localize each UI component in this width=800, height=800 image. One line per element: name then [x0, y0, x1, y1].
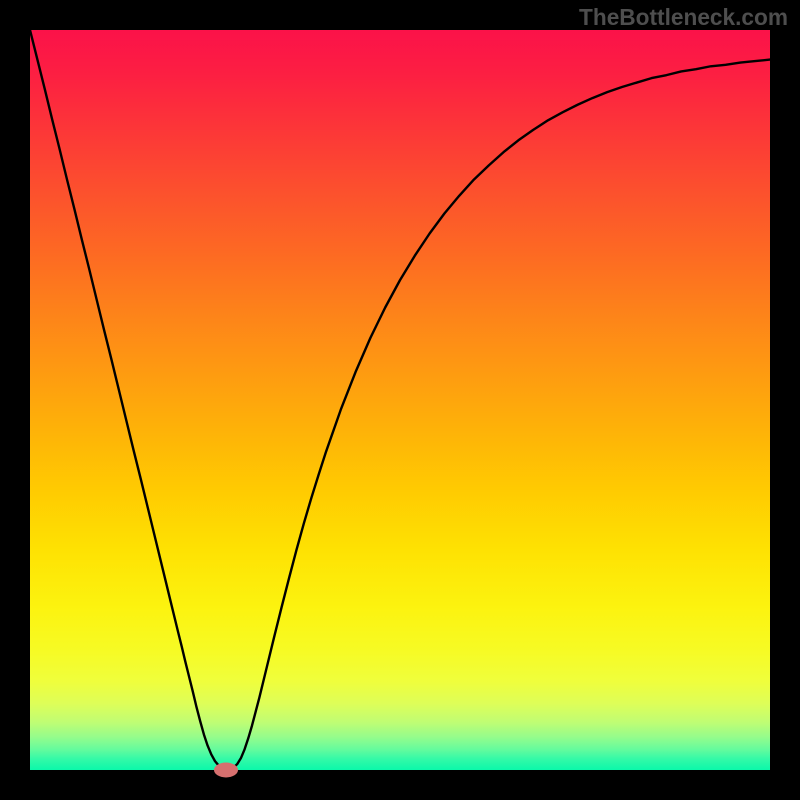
plot-svg [30, 30, 770, 770]
min-point-marker [214, 763, 238, 778]
watermark-text: TheBottleneck.com [579, 4, 788, 31]
plot-background [30, 30, 770, 770]
plot-area [30, 30, 770, 770]
chart-frame: TheBottleneck.com [0, 0, 800, 800]
